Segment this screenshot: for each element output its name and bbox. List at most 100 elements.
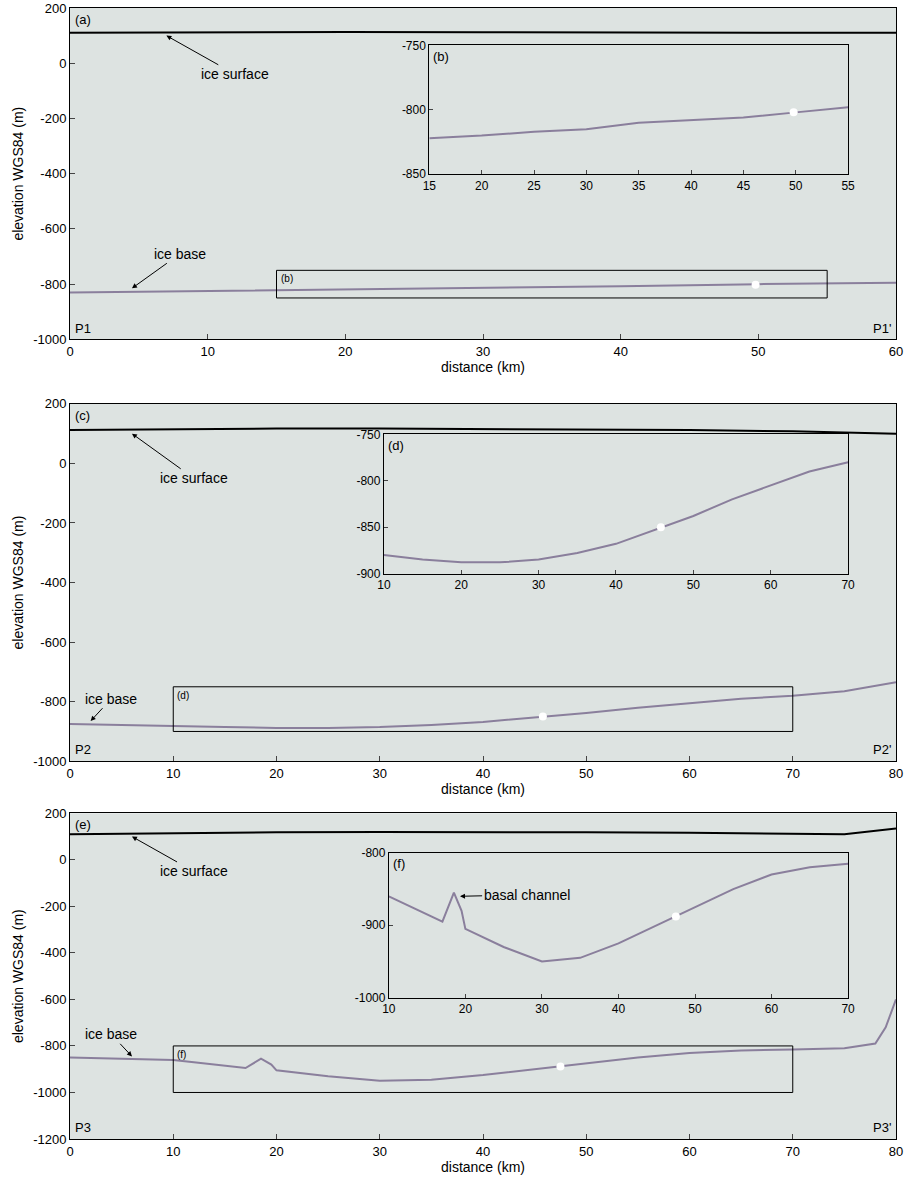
svg-text:P3: P3 — [75, 1120, 91, 1135]
svg-text:-600: -600 — [40, 635, 66, 650]
svg-text:0: 0 — [59, 456, 66, 471]
svg-text:60: 60 — [764, 578, 778, 592]
svg-text:ice surface: ice surface — [160, 863, 228, 879]
svg-text:-800: -800 — [40, 1038, 66, 1053]
svg-text:20: 20 — [338, 344, 352, 359]
svg-text:(a): (a) — [75, 12, 91, 27]
svg-text:200: 200 — [45, 1, 67, 16]
svg-text:40: 40 — [612, 1002, 626, 1016]
svg-text:10: 10 — [200, 344, 214, 359]
svg-text:30: 30 — [373, 766, 387, 781]
svg-text:-200: -200 — [40, 516, 66, 531]
svg-text:10: 10 — [166, 766, 180, 781]
svg-text:50: 50 — [789, 179, 803, 193]
svg-text:-800: -800 — [40, 694, 66, 709]
svg-text:elevation WGS84 (m): elevation WGS84 (m) — [10, 516, 26, 650]
svg-text:0: 0 — [66, 1144, 73, 1159]
svg-text:35: 35 — [632, 179, 646, 193]
svg-text:(c): (c) — [75, 408, 90, 423]
svg-text:30: 30 — [535, 1002, 549, 1016]
svg-text:10: 10 — [166, 1144, 180, 1159]
svg-text:40: 40 — [476, 766, 490, 781]
svg-text:0: 0 — [59, 56, 66, 71]
svg-text:-750: -750 — [402, 39, 426, 53]
svg-text:50: 50 — [687, 578, 701, 592]
svg-text:60: 60 — [765, 1002, 779, 1016]
svg-text:distance (km): distance (km) — [441, 1159, 525, 1175]
svg-text:40: 40 — [684, 179, 698, 193]
svg-text:(f): (f) — [393, 856, 405, 871]
svg-text:distance (km): distance (km) — [441, 781, 525, 797]
svg-text:15: 15 — [423, 179, 437, 193]
svg-text:40: 40 — [609, 578, 623, 592]
svg-text:-900: -900 — [356, 567, 380, 581]
svg-text:20: 20 — [475, 179, 489, 193]
svg-text:P2: P2 — [75, 742, 91, 757]
svg-text:-800: -800 — [356, 474, 380, 488]
svg-text:80: 80 — [889, 766, 903, 781]
svg-text:-1000: -1000 — [355, 991, 386, 1005]
svg-text:20: 20 — [459, 1002, 473, 1016]
svg-text:70: 70 — [841, 578, 855, 592]
svg-text:-400: -400 — [40, 166, 66, 181]
svg-text:(e): (e) — [75, 817, 91, 832]
svg-text:-1200: -1200 — [33, 1132, 66, 1147]
svg-text:20: 20 — [269, 1144, 283, 1159]
svg-text:-200: -200 — [40, 111, 66, 126]
svg-text:ice surface: ice surface — [160, 470, 228, 486]
svg-text:10: 10 — [377, 578, 391, 592]
svg-text:P3': P3' — [873, 1120, 891, 1135]
svg-text:50: 50 — [688, 1002, 702, 1016]
svg-text:50: 50 — [579, 766, 593, 781]
svg-text:40: 40 — [476, 1144, 490, 1159]
svg-text:(d): (d) — [177, 690, 189, 701]
svg-text:45: 45 — [737, 179, 751, 193]
svg-text:200: 200 — [45, 806, 67, 821]
svg-text:-600: -600 — [40, 221, 66, 236]
svg-text:-850: -850 — [402, 167, 426, 181]
svg-text:10: 10 — [382, 1002, 396, 1016]
svg-text:80: 80 — [889, 1144, 903, 1159]
svg-text:(d): (d) — [388, 438, 404, 453]
svg-text:25: 25 — [527, 179, 541, 193]
svg-text:ice base: ice base — [154, 246, 206, 262]
svg-text:30: 30 — [373, 1144, 387, 1159]
svg-text:-900: -900 — [361, 918, 385, 932]
svg-text:20: 20 — [269, 766, 283, 781]
svg-text:20: 20 — [455, 578, 469, 592]
svg-text:-1000: -1000 — [33, 332, 66, 347]
svg-text:30: 30 — [476, 344, 490, 359]
svg-text:0: 0 — [66, 766, 73, 781]
svg-text:200: 200 — [45, 396, 67, 411]
svg-text:P1: P1 — [75, 321, 91, 336]
svg-text:-600: -600 — [40, 992, 66, 1007]
svg-text:-1000: -1000 — [33, 1085, 66, 1100]
svg-text:P2': P2' — [873, 742, 891, 757]
svg-text:50: 50 — [579, 1144, 593, 1159]
svg-text:60: 60 — [682, 766, 696, 781]
svg-text:-400: -400 — [40, 945, 66, 960]
svg-text:55: 55 — [841, 179, 855, 193]
svg-text:-800: -800 — [40, 277, 66, 292]
svg-text:elevation WGS84 (m): elevation WGS84 (m) — [10, 909, 26, 1043]
svg-text:70: 70 — [786, 766, 800, 781]
svg-text:-200: -200 — [40, 899, 66, 914]
svg-text:-750: -750 — [356, 428, 380, 442]
svg-text:0: 0 — [66, 344, 73, 359]
svg-text:ice base: ice base — [85, 1026, 137, 1042]
svg-text:ice surface: ice surface — [201, 66, 269, 82]
svg-text:70: 70 — [786, 1144, 800, 1159]
svg-text:basal channel: basal channel — [484, 887, 570, 903]
svg-text:70: 70 — [841, 1002, 855, 1016]
svg-text:(b): (b) — [281, 273, 293, 284]
svg-text:distance (km): distance (km) — [441, 359, 525, 375]
svg-text:-1000: -1000 — [33, 754, 66, 769]
svg-text:-800: -800 — [402, 103, 426, 117]
svg-text:elevation WGS84 (m): elevation WGS84 (m) — [10, 107, 26, 241]
svg-text:60: 60 — [682, 1144, 696, 1159]
svg-text:-800: -800 — [361, 846, 385, 860]
svg-text:30: 30 — [580, 179, 594, 193]
svg-text:40: 40 — [613, 344, 627, 359]
svg-text:50: 50 — [751, 344, 765, 359]
svg-text:P1': P1' — [873, 321, 891, 336]
